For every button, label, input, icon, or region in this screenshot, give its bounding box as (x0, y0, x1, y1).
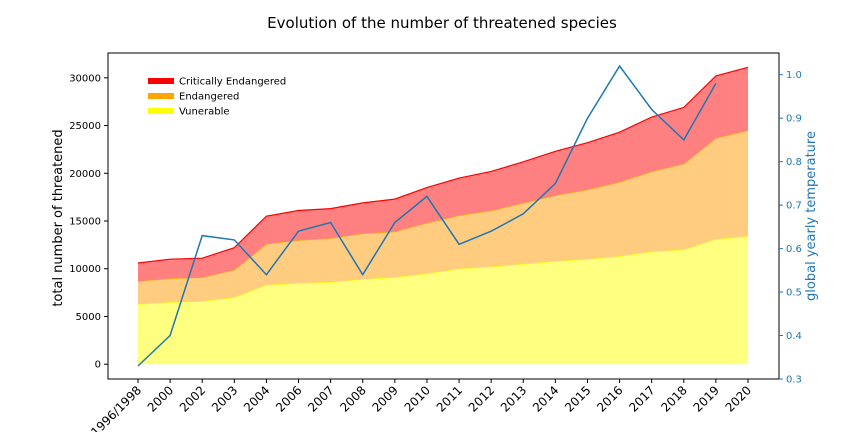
area-point-2-4 (265, 215, 268, 218)
y-tick-label-4: 20000 (69, 169, 101, 180)
x-tick-label-0: 1996/1998 (88, 383, 144, 432)
x-tick-label-1: 2000 (145, 383, 176, 414)
chart-title: Evolution of the number of threatened sp… (267, 14, 617, 32)
y2-tick-label-0: 0.3 (786, 375, 802, 386)
y-tick-label-3: 15000 (69, 217, 101, 228)
right-y-axis: 0.3 0.4 0.5 0.6 0.7 0.8 0.9 1.0 (779, 70, 802, 386)
x-tick-label-3: 2003 (209, 383, 240, 414)
x-tick-label-9: 2010 (402, 383, 433, 414)
temperature-point-16 (650, 108, 653, 111)
x-tick-label-18: 2019 (691, 383, 722, 414)
area-point-2-8 (393, 198, 396, 201)
x-tick-label-12: 2013 (498, 383, 529, 414)
y-tick-label-0: 0 (95, 360, 101, 371)
left-y-axis: 0 5000 10000 15000 20000 25000 30000 (69, 73, 108, 371)
legend: Critically Endangered Endangered Vunerable (148, 77, 286, 118)
area-point-2-18 (714, 74, 717, 77)
x-tick-label-16: 2017 (626, 383, 657, 414)
area-point-2-6 (329, 207, 332, 210)
area-series-0 (138, 236, 748, 365)
temperature-point-1 (169, 334, 172, 337)
area-point-2-10 (458, 177, 461, 180)
x-tick-label-19: 2020 (723, 383, 754, 414)
area-point-2-1 (169, 258, 172, 261)
x-axis: 1996/1998 2000 2002 2003 2004 2006 2007 2008 200… (88, 379, 754, 436)
legend-label-1: Endangered (179, 92, 239, 103)
area-point-2-0 (137, 262, 140, 265)
area-point-2-12 (522, 160, 525, 163)
y2-tick-label-2: 0.5 (786, 288, 802, 299)
area-point-2-16 (650, 115, 653, 118)
x-tick-label-8: 2009 (369, 383, 400, 414)
area-point-2-9 (425, 186, 428, 189)
temperature-point-17 (682, 138, 685, 141)
area-point-2-14 (586, 141, 589, 144)
temperature-point-4 (265, 273, 268, 276)
temperature-point-11 (490, 230, 493, 233)
area-edge-2 (137, 66, 749, 264)
legend-swatch-2 (148, 108, 174, 114)
y-tick-label-2: 10000 (69, 264, 101, 275)
temperature-point-15 (618, 65, 621, 68)
temperature-point-12 (522, 212, 525, 215)
x-tick-label-5: 2006 (273, 383, 304, 414)
y-tick-label-1: 5000 (76, 312, 101, 323)
x-tick-label-7: 2008 (337, 383, 368, 414)
area-point-2-3 (233, 246, 236, 249)
x-tick-label-4: 2004 (241, 383, 272, 414)
temperature-point-5 (297, 230, 300, 233)
temperature-point-2 (201, 234, 204, 237)
y2-axis-label: global yearly temperature (804, 131, 819, 301)
x-tick-label-15: 2016 (594, 383, 625, 414)
y2-tick-label-4: 0.7 (786, 201, 802, 212)
area-point-2-13 (554, 150, 557, 153)
area-point-2-17 (682, 106, 685, 109)
temperature-point-0 (137, 364, 140, 367)
temperature-point-7 (361, 273, 364, 276)
y2-tick-label-1: 0.4 (786, 331, 802, 342)
legend-label-0: Critically Endangered (179, 77, 286, 88)
x-tick-label-13: 2014 (530, 383, 561, 414)
y2-tick-label-3: 0.6 (786, 244, 802, 255)
x-tick-label-11: 2012 (466, 383, 497, 414)
y-axis-label: total number of threatened (51, 129, 66, 306)
temperature-point-10 (458, 243, 461, 246)
y-tick-label-5: 25000 (69, 121, 101, 132)
x-tick-label-2: 2002 (177, 383, 208, 414)
temperature-point-9 (425, 195, 428, 198)
x-tick-label-10: 2011 (434, 383, 465, 414)
temperature-point-6 (329, 221, 332, 224)
area-series-2 (138, 67, 748, 282)
area-point-2-7 (361, 201, 364, 204)
x-tick-label-14: 2015 (562, 383, 593, 414)
area-point-2-5 (297, 209, 300, 212)
plot-frame (107, 52, 780, 380)
area-point-2-19 (747, 66, 750, 69)
y2-tick-label-6: 0.9 (786, 114, 802, 125)
y2-tick-label-7: 1.0 (786, 70, 802, 81)
temperature-point-3 (233, 238, 236, 241)
temperature-point-18 (714, 82, 717, 85)
y2-tick-label-5: 0.8 (786, 157, 802, 168)
area-point-2-15 (618, 131, 621, 134)
temperature-point-8 (393, 221, 396, 224)
area-point-2-2 (201, 257, 204, 260)
x-tick-label-17: 2018 (658, 383, 689, 414)
temperature-point-14 (586, 117, 589, 120)
legend-label-2: Vunerable (179, 107, 230, 118)
temperature-line (137, 64, 717, 367)
area-point-2-11 (490, 170, 493, 173)
temperature-line-layer (137, 64, 717, 367)
y-tick-label-6: 30000 (69, 73, 101, 84)
area-series-1 (138, 130, 748, 305)
temperature-point-13 (554, 182, 557, 185)
legend-swatch-1 (148, 93, 174, 99)
legend-swatch-0 (148, 78, 174, 84)
x-tick-label-6: 2007 (305, 383, 336, 414)
